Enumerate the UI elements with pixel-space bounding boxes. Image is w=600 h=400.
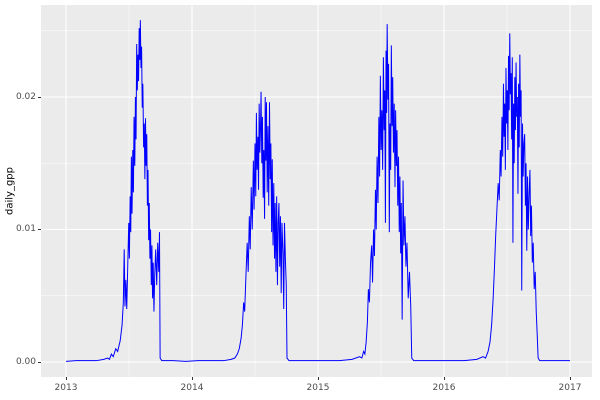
x-tick-mark bbox=[443, 377, 445, 380]
x-tick-label: 2013 bbox=[54, 383, 78, 393]
y-tick-label: 0.00 bbox=[15, 357, 36, 367]
y-tick-mark bbox=[38, 229, 41, 231]
plot-panel bbox=[41, 5, 592, 377]
y-tick-mark bbox=[38, 96, 41, 98]
gpp-line bbox=[65, 20, 570, 362]
y-tick-label: 0.01 bbox=[15, 224, 36, 235]
y-tick-label: 0.02 bbox=[15, 91, 36, 102]
x-tick-mark bbox=[570, 377, 571, 380]
x-tick-mark bbox=[65, 377, 67, 380]
x-tick-label: 2015 bbox=[306, 383, 330, 393]
y-tick-mark bbox=[38, 362, 41, 363]
x-tick-mark bbox=[317, 377, 319, 380]
x-tick-mark bbox=[191, 377, 193, 380]
x-tick-label: 2017 bbox=[558, 383, 582, 393]
x-tick-label: 2016 bbox=[432, 383, 456, 393]
x-tick-label: 2014 bbox=[180, 383, 204, 393]
plot-svg bbox=[41, 5, 592, 377]
y-axis-title: daily_gpp bbox=[4, 167, 16, 215]
